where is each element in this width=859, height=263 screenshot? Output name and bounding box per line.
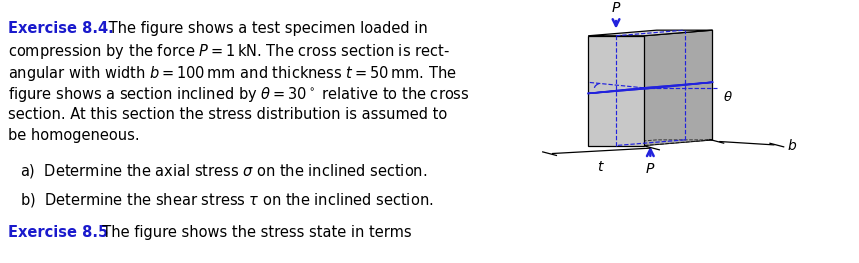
Text: section. At this section the stress distribution is assumed to: section. At this section the stress dist… <box>8 107 447 122</box>
Polygon shape <box>588 140 712 145</box>
Text: angular with width $b = 100\,\mathrm{mm}$ and thickness $t = 50\,\mathrm{mm}$. T: angular with width $b = 100\,\mathrm{mm}… <box>8 64 456 83</box>
Text: b)  Determine the shear stress $\tau$ on the inclined section.: b) Determine the shear stress $\tau$ on … <box>21 191 434 209</box>
Text: compression by the force $P = 1\,\mathrm{kN}$. The cross section is rect-: compression by the force $P = 1\,\mathrm… <box>8 42 449 62</box>
Polygon shape <box>644 30 712 145</box>
Text: be homogeneous.: be homogeneous. <box>8 128 139 143</box>
Text: The figure shows the stress state in terms: The figure shows the stress state in ter… <box>94 225 412 240</box>
Text: $P$: $P$ <box>645 161 655 176</box>
Polygon shape <box>588 82 712 93</box>
Text: figure shows a section inclined by $\theta = 30^\circ$ relative to the cross: figure shows a section inclined by $\the… <box>8 85 469 104</box>
Text: a)  Determine the axial stress $\sigma$ on the inclined section.: a) Determine the axial stress $\sigma$ o… <box>21 162 428 180</box>
Text: $t$: $t$ <box>597 160 605 174</box>
Text: $\theta$: $\theta$ <box>722 90 733 104</box>
Text: The figure shows a test specimen loaded in: The figure shows a test specimen loaded … <box>105 21 429 36</box>
Text: $b$: $b$ <box>787 138 797 153</box>
Text: $P$: $P$ <box>611 1 621 15</box>
Polygon shape <box>588 30 712 36</box>
Text: Exercise 8.5: Exercise 8.5 <box>8 225 108 240</box>
Polygon shape <box>588 36 644 145</box>
Text: Exercise 8.4.: Exercise 8.4. <box>8 21 113 36</box>
